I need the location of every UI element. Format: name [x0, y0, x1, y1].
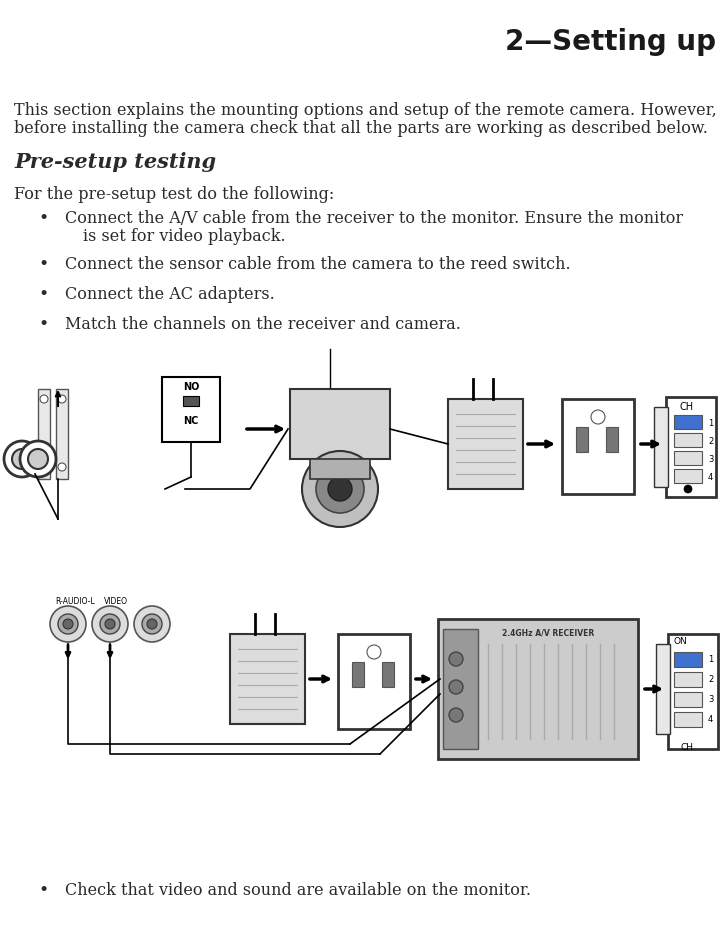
Bar: [674, 652, 702, 667]
Text: Pre-setup testing: Pre-setup testing: [14, 152, 216, 172]
Bar: [162, 378, 220, 443]
Bar: [606, 428, 618, 453]
Text: Check that video and sound are available on the monitor.: Check that video and sound are available…: [65, 881, 531, 898]
Circle shape: [58, 614, 78, 635]
Bar: [183, 396, 199, 406]
Bar: [448, 400, 523, 489]
Circle shape: [316, 466, 364, 513]
Text: is set for video playback.: is set for video playback.: [83, 227, 285, 245]
Text: 2.4GHz A/V RECEIVER: 2.4GHz A/V RECEIVER: [502, 627, 594, 637]
Text: •: •: [38, 316, 48, 332]
Text: NC: NC: [183, 416, 199, 426]
Text: ON: ON: [674, 637, 688, 645]
Circle shape: [4, 442, 40, 478]
Circle shape: [367, 645, 381, 659]
Text: 2: 2: [708, 436, 713, 445]
Bar: [674, 470, 702, 483]
Bar: [576, 428, 588, 453]
Text: 1: 1: [708, 655, 713, 664]
Circle shape: [63, 619, 73, 629]
Bar: [674, 712, 702, 728]
Bar: [438, 619, 638, 759]
Text: 4: 4: [708, 472, 713, 481]
Circle shape: [449, 708, 463, 722]
Bar: [674, 692, 702, 707]
Bar: [443, 629, 478, 749]
Circle shape: [40, 395, 48, 404]
Text: CH: CH: [680, 742, 693, 751]
Text: Connect the A/V cable from the receiver to the monitor. Ensure the monitor: Connect the A/V cable from the receiver …: [65, 210, 683, 226]
Bar: [352, 663, 364, 688]
Circle shape: [40, 463, 48, 471]
Circle shape: [50, 606, 86, 642]
Text: 2—Setting up: 2—Setting up: [505, 28, 716, 56]
Text: •: •: [38, 286, 48, 303]
Circle shape: [449, 652, 463, 666]
Text: NO: NO: [183, 381, 199, 392]
Bar: [562, 400, 634, 495]
Text: CH: CH: [680, 402, 694, 411]
Bar: [668, 635, 718, 749]
Text: 2: 2: [708, 675, 713, 684]
Text: R-AUDIO-L: R-AUDIO-L: [55, 597, 95, 605]
Circle shape: [449, 680, 463, 694]
Bar: [674, 416, 702, 430]
Bar: [56, 390, 68, 480]
Bar: [338, 635, 410, 729]
Circle shape: [142, 614, 162, 635]
Circle shape: [134, 606, 170, 642]
Circle shape: [302, 452, 378, 527]
Text: •: •: [38, 256, 48, 273]
Bar: [654, 407, 668, 487]
Text: For the pre-setup test do the following:: For the pre-setup test do the following:: [14, 186, 334, 203]
Bar: [656, 644, 670, 734]
Bar: [674, 452, 702, 466]
Bar: [38, 390, 50, 480]
Text: 3: 3: [708, 695, 714, 703]
Circle shape: [591, 410, 605, 424]
Text: 1: 1: [708, 418, 713, 427]
Circle shape: [684, 485, 692, 494]
Circle shape: [100, 614, 120, 635]
Bar: [230, 635, 305, 724]
Text: This section explains the mounting options and setup of the remote camera. Howev: This section explains the mounting optio…: [14, 102, 717, 119]
Circle shape: [147, 619, 157, 629]
Bar: [674, 433, 702, 447]
Bar: [666, 397, 716, 497]
Circle shape: [92, 606, 128, 642]
Bar: [674, 672, 702, 688]
Circle shape: [58, 395, 66, 404]
Bar: [290, 390, 390, 459]
Text: •: •: [38, 210, 48, 226]
Circle shape: [12, 449, 32, 470]
Bar: [310, 459, 370, 480]
Text: •: •: [38, 881, 48, 898]
Circle shape: [105, 619, 115, 629]
Circle shape: [28, 449, 48, 470]
Text: Connect the sensor cable from the camera to the reed switch.: Connect the sensor cable from the camera…: [65, 256, 571, 273]
Circle shape: [328, 478, 352, 501]
Circle shape: [58, 463, 66, 471]
Text: Match the channels on the receiver and camera.: Match the channels on the receiver and c…: [65, 316, 461, 332]
Text: before installing the camera check that all the parts are working as described b: before installing the camera check that …: [14, 120, 708, 136]
Text: 3: 3: [708, 454, 714, 463]
Text: 4: 4: [708, 715, 713, 724]
Bar: [382, 663, 394, 688]
Circle shape: [20, 442, 56, 478]
Text: Connect the AC adapters.: Connect the AC adapters.: [65, 286, 274, 303]
Text: VIDEO: VIDEO: [104, 597, 128, 605]
